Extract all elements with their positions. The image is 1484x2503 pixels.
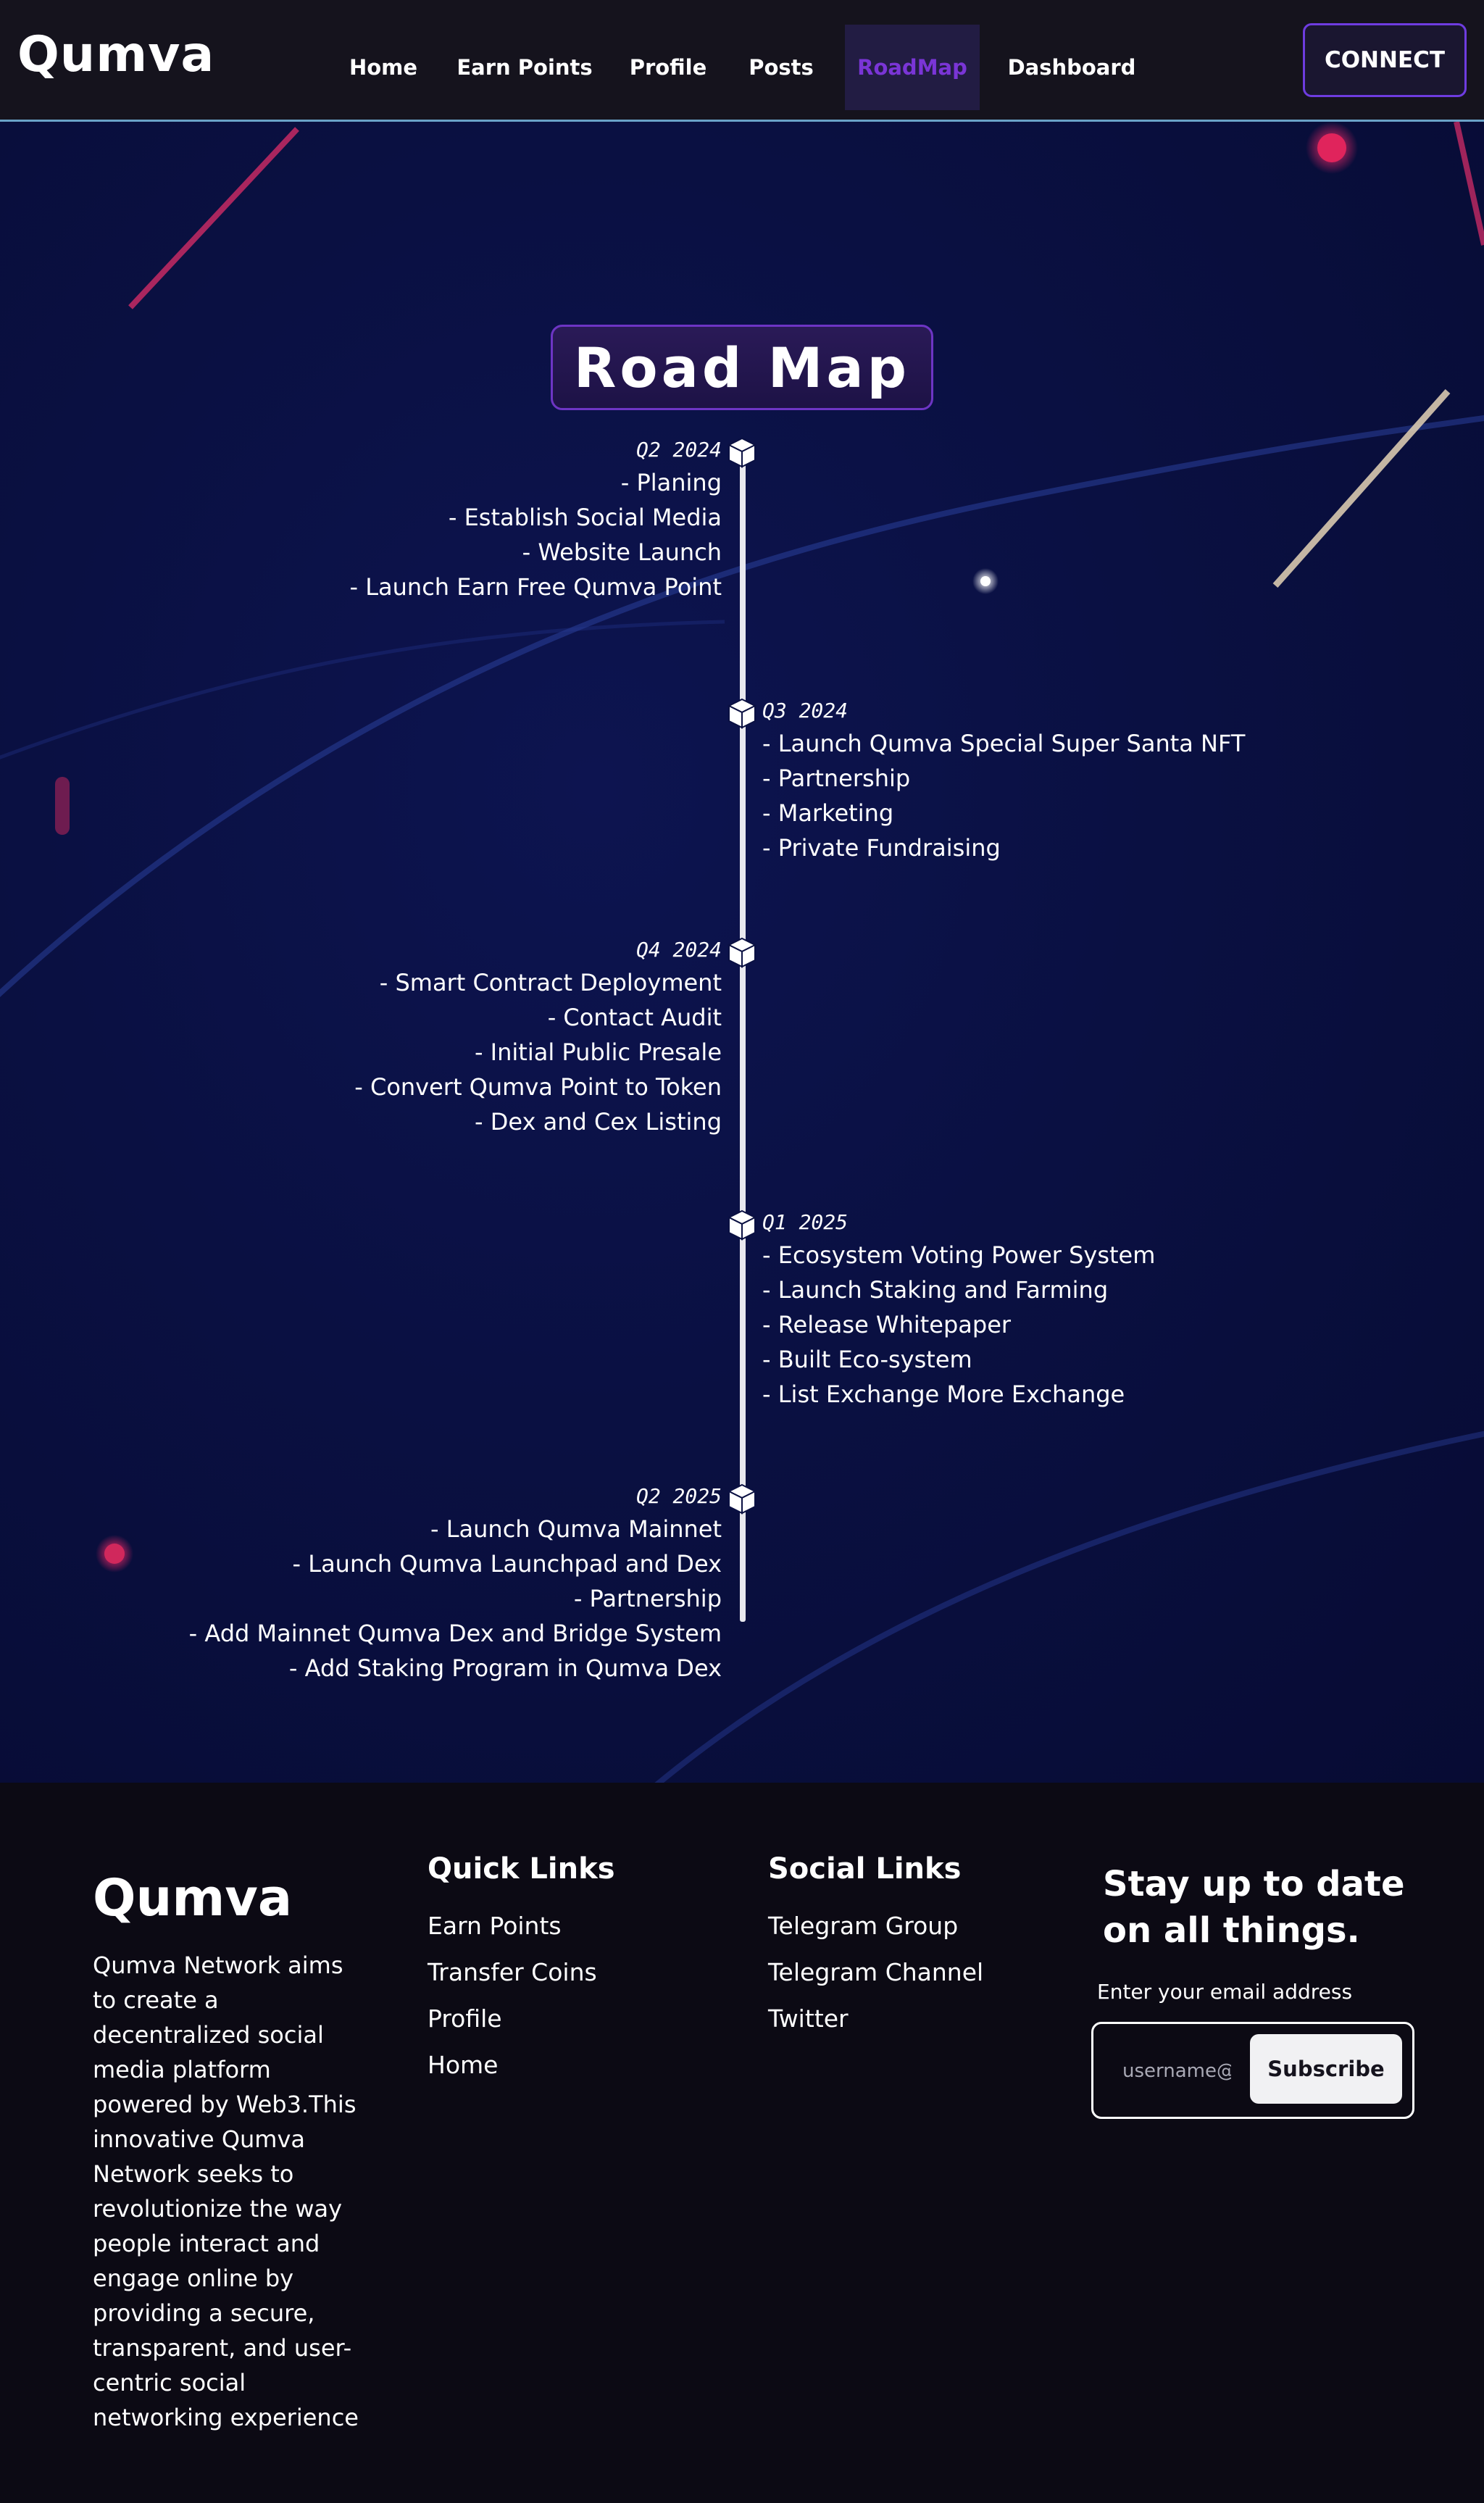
milestone-item: - Convert Qumva Point to Token: [354, 1073, 722, 1101]
milestone-item: - List Exchange More Exchange: [762, 1380, 1125, 1408]
milestone-item: - Ecosystem Voting Power System: [762, 1241, 1156, 1269]
milestone-item: - Planing: [620, 469, 722, 496]
footer-brand: Qumva: [93, 1868, 293, 1928]
email-field[interactable]: [1122, 2053, 1231, 2089]
milestone-item: - Establish Social Media: [448, 504, 722, 531]
social-link-telegram-channel[interactable]: Telegram Channel: [768, 1958, 984, 1986]
brand-logo[interactable]: Qumva: [17, 26, 215, 83]
nav-roadmap[interactable]: RoadMap: [845, 25, 980, 110]
milestone-item: - Launch Qumva Launchpad and Dex: [292, 1550, 722, 1578]
quick-links-list: Earn Points Transfer Coins Profile Home: [428, 1903, 597, 2088]
quick-link-earn-points[interactable]: Earn Points: [428, 1912, 562, 1940]
cube-icon: [727, 937, 757, 968]
newsletter-title: Stay up to date on all things.: [1103, 1864, 1405, 1951]
milestone-item: - Marketing: [762, 799, 894, 827]
social-link-twitter[interactable]: Twitter: [768, 2004, 849, 2033]
milestone-items: - Launch Qumva Special Super Santa NFT -…: [762, 726, 1245, 865]
milestone-item: - Smart Contract Deployment: [379, 969, 722, 996]
cube-icon: [727, 437, 757, 468]
quick-link-home[interactable]: Home: [428, 2051, 499, 2079]
milestone-quarter: Q1 2025: [762, 1210, 849, 1234]
social-link-telegram-group[interactable]: Telegram Group: [768, 1912, 959, 1940]
quick-links-title: Quick Links: [428, 1852, 615, 1886]
newsletter-form: Subscribe: [1091, 2022, 1414, 2119]
milestone-item: - Launch Staking and Farming: [762, 1276, 1109, 1304]
milestone-quarter: Q3 2024: [762, 699, 849, 722]
milestone-quarter: Q2 2025: [635, 1484, 722, 1508]
milestone-item: - Add Mainnet Qumva Dex and Bridge Syste…: [188, 1620, 722, 1647]
main-nav: Home Earn Points Profile Posts RoadMap D…: [0, 0, 1484, 120]
milestone-item: - Partnership: [573, 1585, 722, 1612]
cube-icon: [727, 1483, 757, 1515]
nav-dashboard[interactable]: Dashboard: [1007, 55, 1136, 80]
milestone-item: - Launch Earn Free Qumva Point: [349, 573, 722, 601]
footer-about-text: Qumva Network aims to create a decentral…: [93, 1952, 359, 2431]
milestone-item: - Built Eco-system: [762, 1346, 972, 1373]
milestone-items: - Planing - Establish Social Media - Web…: [349, 465, 722, 604]
milestone-item: - Private Fundraising: [762, 834, 1001, 862]
nav-earn-points[interactable]: Earn Points: [457, 55, 593, 80]
timeline-line: [740, 455, 746, 1622]
cube-icon: [727, 698, 757, 729]
subscribe-button[interactable]: Subscribe: [1250, 2034, 1402, 2104]
roadmap-title: Road Map: [573, 335, 911, 400]
social-links-title: Social Links: [768, 1852, 962, 1886]
site-footer: Qumva Qumva Network aims to create a dec…: [0, 1783, 1484, 2503]
milestone-item: - Contact Audit: [547, 1004, 722, 1031]
social-links-list: Telegram Group Telegram Channel Twitter: [768, 1903, 983, 2042]
milestone-item: - Add Staking Program in Qumva Dex: [288, 1654, 722, 1682]
milestone-item: - Partnership: [762, 765, 911, 792]
cube-icon: [727, 1209, 757, 1241]
milestone-items: - Smart Contract Deployment - Contact Au…: [354, 965, 722, 1139]
milestone-item: - Website Launch: [522, 538, 722, 566]
roadmap-title-box: Road Map: [551, 325, 933, 410]
milestone-item: - Launch Qumva Mainnet: [430, 1515, 722, 1543]
background-decoration: [0, 122, 1484, 1783]
quick-link-profile[interactable]: Profile: [428, 2004, 502, 2033]
milestone-item: - Release Whitepaper: [762, 1311, 1012, 1338]
milestone-quarter: Q4 2024: [635, 938, 722, 962]
nav-profile[interactable]: Profile: [629, 55, 707, 80]
milestone-items: - Ecosystem Voting Power System - Launch…: [762, 1238, 1155, 1412]
milestone-item: - Launch Qumva Special Super Santa NFT: [762, 730, 1246, 757]
milestone-quarter: Q2 2024: [635, 438, 722, 462]
nav-home[interactable]: Home: [349, 55, 418, 80]
newsletter-email-label: Enter your email address: [1097, 1980, 1353, 2004]
milestone-item: - Dex and Cex Listing: [475, 1108, 722, 1136]
milestone-item: - Initial Public Presale: [474, 1038, 722, 1066]
connect-wallet-button[interactable]: CONNECT: [1303, 23, 1467, 97]
nav-posts[interactable]: Posts: [749, 55, 814, 80]
milestone-items: - Launch Qumva Mainnet - Launch Qumva La…: [189, 1512, 722, 1686]
top-navbar: Qumva Home Earn Points Profile Posts Roa…: [0, 0, 1484, 122]
roadmap-section: Road Map Q2 2024 - Planing - Establish S…: [0, 122, 1484, 1783]
quick-link-transfer-coins[interactable]: Transfer Coins: [428, 1958, 597, 1986]
